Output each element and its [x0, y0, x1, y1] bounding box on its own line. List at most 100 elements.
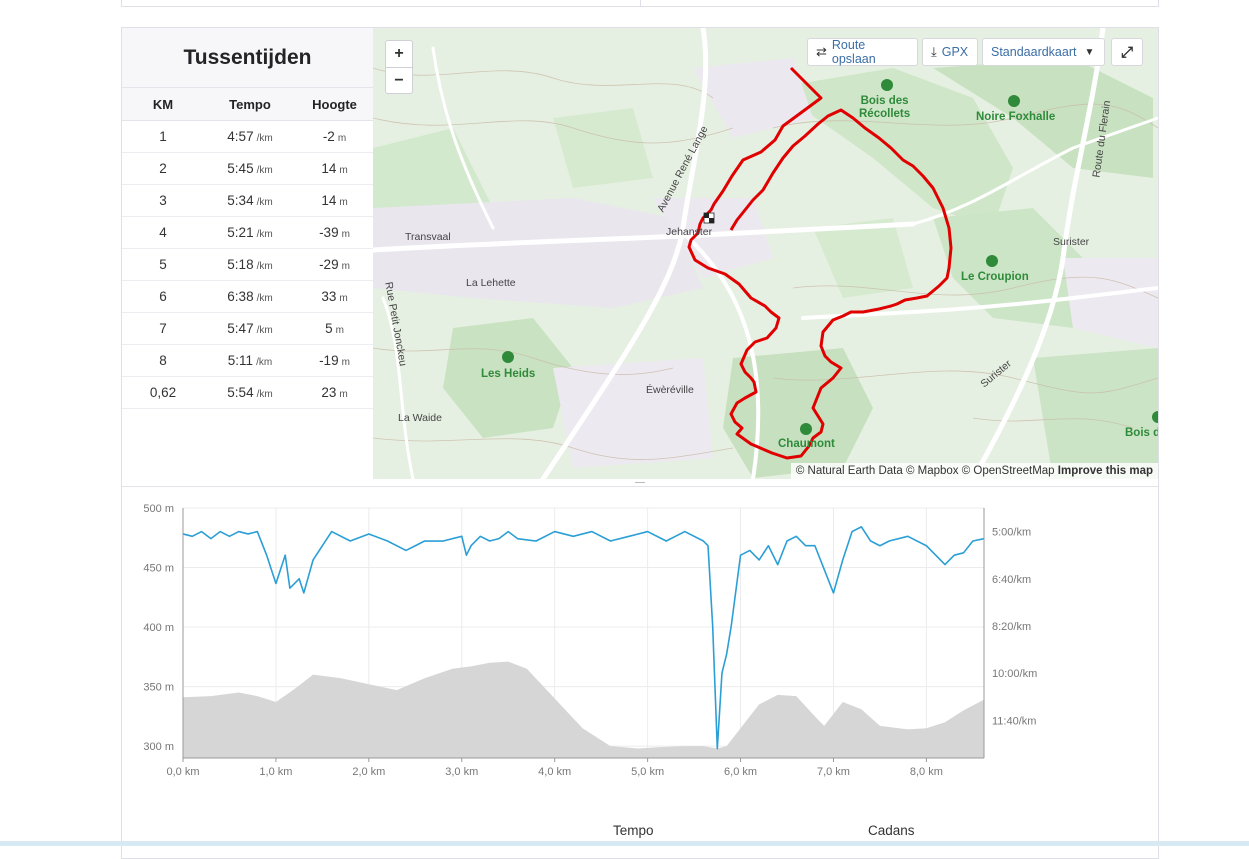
improve-map-link[interactable]: Improve this map — [1057, 465, 1153, 477]
split-km: 6 — [122, 280, 204, 313]
attribution-text: © Natural Earth Data © Mapbox © OpenStre… — [795, 465, 1055, 477]
split-km: 0,62 — [122, 376, 204, 409]
split-pace: 6:38/km — [204, 280, 296, 313]
pace-line — [182, 526, 985, 750]
activity-card: Tussentijden KM Tempo Hoogte 1 4:57/km -2 m… — [121, 27, 1159, 859]
park-bois-d: Bois d — [1125, 427, 1158, 439]
gpx-download-button[interactable]: ⤓ GPX — [922, 38, 978, 66]
bottom-bar — [0, 841, 1249, 846]
zoom-out-button[interactable]: − — [394, 72, 404, 89]
split-elevation: -29 m — [296, 248, 373, 281]
split-elevation: 14 m — [296, 184, 373, 217]
split-elevation: -2 m — [296, 120, 373, 153]
split-km: 8 — [122, 344, 204, 377]
save-route-button[interactable]: ⇄ Route opslaan — [807, 38, 918, 66]
park-noire-foxhalle: Noire Foxhalle — [976, 111, 1056, 123]
y-right-tick: 10:00/km — [992, 668, 1037, 680]
split-row: 7 5:47/km 5 m — [122, 312, 373, 345]
y-left-tick: 300 m — [143, 741, 174, 753]
place-surister: Surister — [1053, 236, 1090, 248]
zoom-controls: + − — [385, 40, 413, 94]
route-map[interactable]: + − ⇄ Route opslaan ⤓ GPX Standaardkaart… — [373, 28, 1158, 479]
y-left-tick: 350 m — [143, 682, 174, 694]
park-icons — [502, 79, 1158, 435]
x-tick: 5,0 km — [631, 766, 664, 778]
place-evereville: Éwèréville — [646, 384, 694, 396]
x-tick: 3,0 km — [445, 766, 478, 778]
split-pace: 5:47/km — [204, 312, 296, 345]
split-row: 2 5:45/km 14 m — [122, 152, 373, 185]
y-right-tick: 5:00/km — [992, 527, 1031, 539]
x-tick: 8,0 km — [910, 766, 943, 778]
download-icon: ⤓ — [931, 44, 937, 59]
split-km: 5 — [122, 248, 204, 281]
split-elevation: 33 m — [296, 280, 373, 313]
start-finish-icon — [703, 212, 715, 224]
split-elevation: 14 m — [296, 152, 373, 185]
split-km: 3 — [122, 184, 204, 217]
split-km: 1 — [122, 120, 204, 153]
elevation-pace-chart[interactable]: 500 m 450 m 400 m 350 m 300 m 0,0 km 1,0 km 2,0… — [122, 490, 1158, 810]
split-row: 1 4:57/km -2 m — [122, 120, 373, 153]
previous-card — [121, 0, 1159, 7]
elevation-area — [183, 661, 984, 758]
tab-cadence[interactable]: Cadans — [868, 823, 915, 838]
split-row: 4 5:21/km -39 m — [122, 216, 373, 249]
split-row: 3 5:34/km 14 m — [122, 184, 373, 217]
map-attribution: © Natural Earth Data © Mapbox © OpenStre… — [790, 463, 1158, 479]
fullscreen-icon: ⤢ — [1120, 43, 1133, 61]
split-row: 5 5:18/km -29 m — [122, 248, 373, 281]
split-row: 6 6:38/km 33 m — [122, 280, 373, 313]
zoom-in-button[interactable]: + — [386, 41, 412, 68]
x-tick: 7,0 km — [817, 766, 850, 778]
map-style-dropdown[interactable]: Standaardkaart ▼ — [982, 38, 1105, 66]
place-jehanster: Jehanster — [666, 226, 713, 238]
place-transvaal: Transvaal — [405, 231, 451, 243]
x-tick: 6,0 km — [724, 766, 757, 778]
route-icon: ⇄ — [816, 44, 827, 59]
splits-title: Tussentijden — [122, 28, 373, 87]
divider — [122, 486, 1158, 487]
park-chaumont: Chaumont — [778, 438, 835, 450]
y-left-tick: 500 m — [143, 503, 174, 515]
caret-down-icon: ▼ — [1084, 46, 1095, 58]
place-la-lehette: La Lehette — [466, 277, 516, 289]
split-elevation: -39 m — [296, 216, 373, 249]
y-right-tick: 11:40/km — [992, 715, 1036, 727]
y-left-tick: 400 m — [143, 622, 174, 634]
split-pace: 4:57/km — [204, 120, 296, 153]
x-tick: 0,0 km — [166, 766, 199, 778]
split-pace: 5:54/km — [204, 376, 296, 409]
splits-panel: Tussentijden KM Tempo Hoogte 1 4:57/km -2 m… — [122, 28, 373, 479]
fullscreen-button[interactable]: ⤢ — [1111, 38, 1143, 66]
map-style-label: Standaardkaart — [991, 45, 1077, 59]
split-row: 0,62 5:54/km 23 m — [122, 376, 373, 409]
park-les-heids: Les Heids — [481, 368, 536, 380]
map-canvas[interactable] — [373, 28, 1158, 479]
save-route-label: Route opslaan — [831, 38, 876, 66]
header-pace: Tempo — [204, 87, 296, 121]
header-elevation: Hoogte — [296, 87, 373, 121]
place-la-waide: La Waide — [398, 412, 442, 424]
x-tick: 2,0 km — [352, 766, 385, 778]
header-km: KM — [122, 87, 204, 121]
y-right-tick: 6:40/km — [992, 574, 1031, 586]
split-km: 4 — [122, 216, 204, 249]
park-bois-recollets: Bois des Récollets — [859, 95, 911, 120]
split-pace: 5:18/km — [204, 248, 296, 281]
split-pace: 5:11/km — [204, 344, 296, 377]
split-km: 7 — [122, 312, 204, 345]
y-right-tick: 8:20/km — [992, 621, 1031, 633]
x-tick: 1,0 km — [259, 766, 292, 778]
split-elevation: 23 m — [296, 376, 373, 409]
gpx-label: GPX — [941, 45, 969, 59]
split-pace: 5:45/km — [204, 152, 296, 185]
split-pace: 5:34/km — [204, 184, 296, 217]
split-row: 8 5:11/km -19 m — [122, 344, 373, 377]
y-left-tick: 450 m — [143, 563, 174, 575]
split-km: 2 — [122, 152, 204, 185]
splits-table: KM Tempo Hoogte 1 4:57/km -2 m 2 5:45/km 14 m 3 5… — [122, 87, 373, 409]
split-pace: 5:21/km — [204, 216, 296, 249]
tab-pace[interactable]: Tempo — [613, 823, 654, 838]
